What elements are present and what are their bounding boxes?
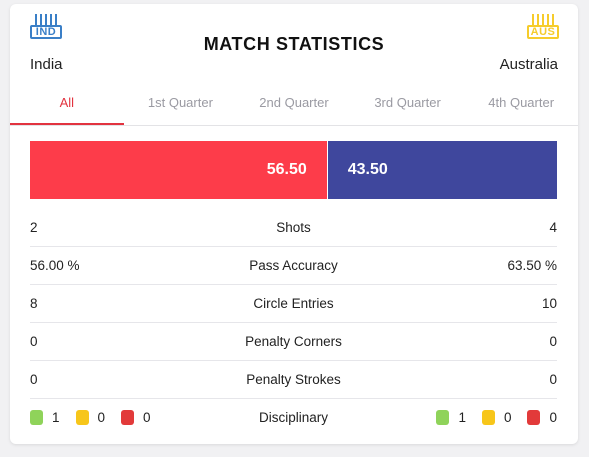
away-value: 0 [549, 372, 557, 387]
match-statistics-card: IND India MATCH STATISTICS AUS Australia… [10, 4, 578, 444]
possession-away: 43.50 [327, 141, 557, 199]
stat-label: Disciplinary [258, 410, 329, 425]
home-green-count: 1 [52, 410, 60, 425]
away-value: 0 [549, 334, 557, 349]
stat-label: Pass Accuracy [249, 258, 338, 273]
home-red-count: 0 [143, 410, 151, 425]
home-value: 56.00 % [30, 258, 80, 273]
stat-label: Penalty Strokes [246, 372, 341, 387]
stat-label: Penalty Corners [245, 334, 342, 349]
yellow-card-icon [481, 410, 495, 425]
stat-row-disciplinary: 1 0 0 Disciplinary 1 0 0 [30, 399, 557, 436]
away-team-code: AUS [527, 25, 559, 39]
tab-2nd-quarter[interactable]: 2nd Quarter [259, 95, 329, 110]
stat-label: Circle Entries [253, 296, 334, 311]
tab-1st-quarter[interactable]: 1st Quarter [147, 95, 213, 110]
away-team-name: Australia [499, 56, 558, 73]
page-title: MATCH STATISTICS [203, 34, 385, 54]
home-value: 8 [30, 296, 38, 311]
possession-home: 56.50 [30, 141, 328, 199]
possession-bar: 56.50 43.50 [30, 141, 557, 199]
home-team-name: India [30, 56, 63, 73]
tab-all[interactable]: All [10, 88, 124, 125]
stat-row-shots: 2 Shots 4 [30, 209, 557, 247]
stat-row-pass-accuracy: 56.00 % Pass Accuracy 63.50 % [30, 247, 557, 285]
home-disciplinary-cards: 1 0 0 [30, 399, 167, 436]
red-card-icon [527, 410, 541, 425]
stat-row-penalty-corners: 0 Penalty Corners 0 [30, 323, 557, 361]
away-yellow-count: 0 [503, 410, 512, 425]
india-flag-icon: IND [30, 14, 62, 40]
away-green-count: 1 [458, 410, 466, 425]
stat-label: Shots [276, 220, 311, 235]
stats-table: 2 Shots 4 56.00 % Pass Accuracy 63.50 % … [30, 209, 557, 436]
red-card-icon [121, 410, 135, 425]
away-value: 4 [549, 220, 557, 235]
home-team-code: IND [30, 25, 62, 39]
yellow-card-icon [75, 410, 89, 425]
green-card-icon [30, 410, 43, 425]
tab-4th-quarter[interactable]: 4th Quarter [488, 95, 555, 110]
green-card-icon [436, 410, 450, 425]
away-value: 10 [541, 296, 557, 311]
home-value: 0 [30, 334, 38, 349]
away-red-count: 0 [549, 410, 557, 425]
tab-3rd-quarter[interactable]: 3rd Quarter [374, 95, 441, 110]
stat-row-circle-entries: 8 Circle Entries 10 [30, 285, 557, 323]
home-value: 2 [30, 220, 38, 235]
home-value: 0 [30, 372, 38, 387]
australia-flag-icon: AUS [527, 14, 559, 40]
away-value: 63.50 % [507, 258, 557, 273]
home-yellow-count: 0 [97, 410, 106, 425]
quarter-tabs: All 1st Quarter 2nd Quarter 3rd Quarter … [10, 88, 578, 126]
stat-row-penalty-strokes: 0 Penalty Strokes 0 [30, 361, 557, 399]
away-disciplinary-cards: 1 0 0 [436, 399, 557, 436]
